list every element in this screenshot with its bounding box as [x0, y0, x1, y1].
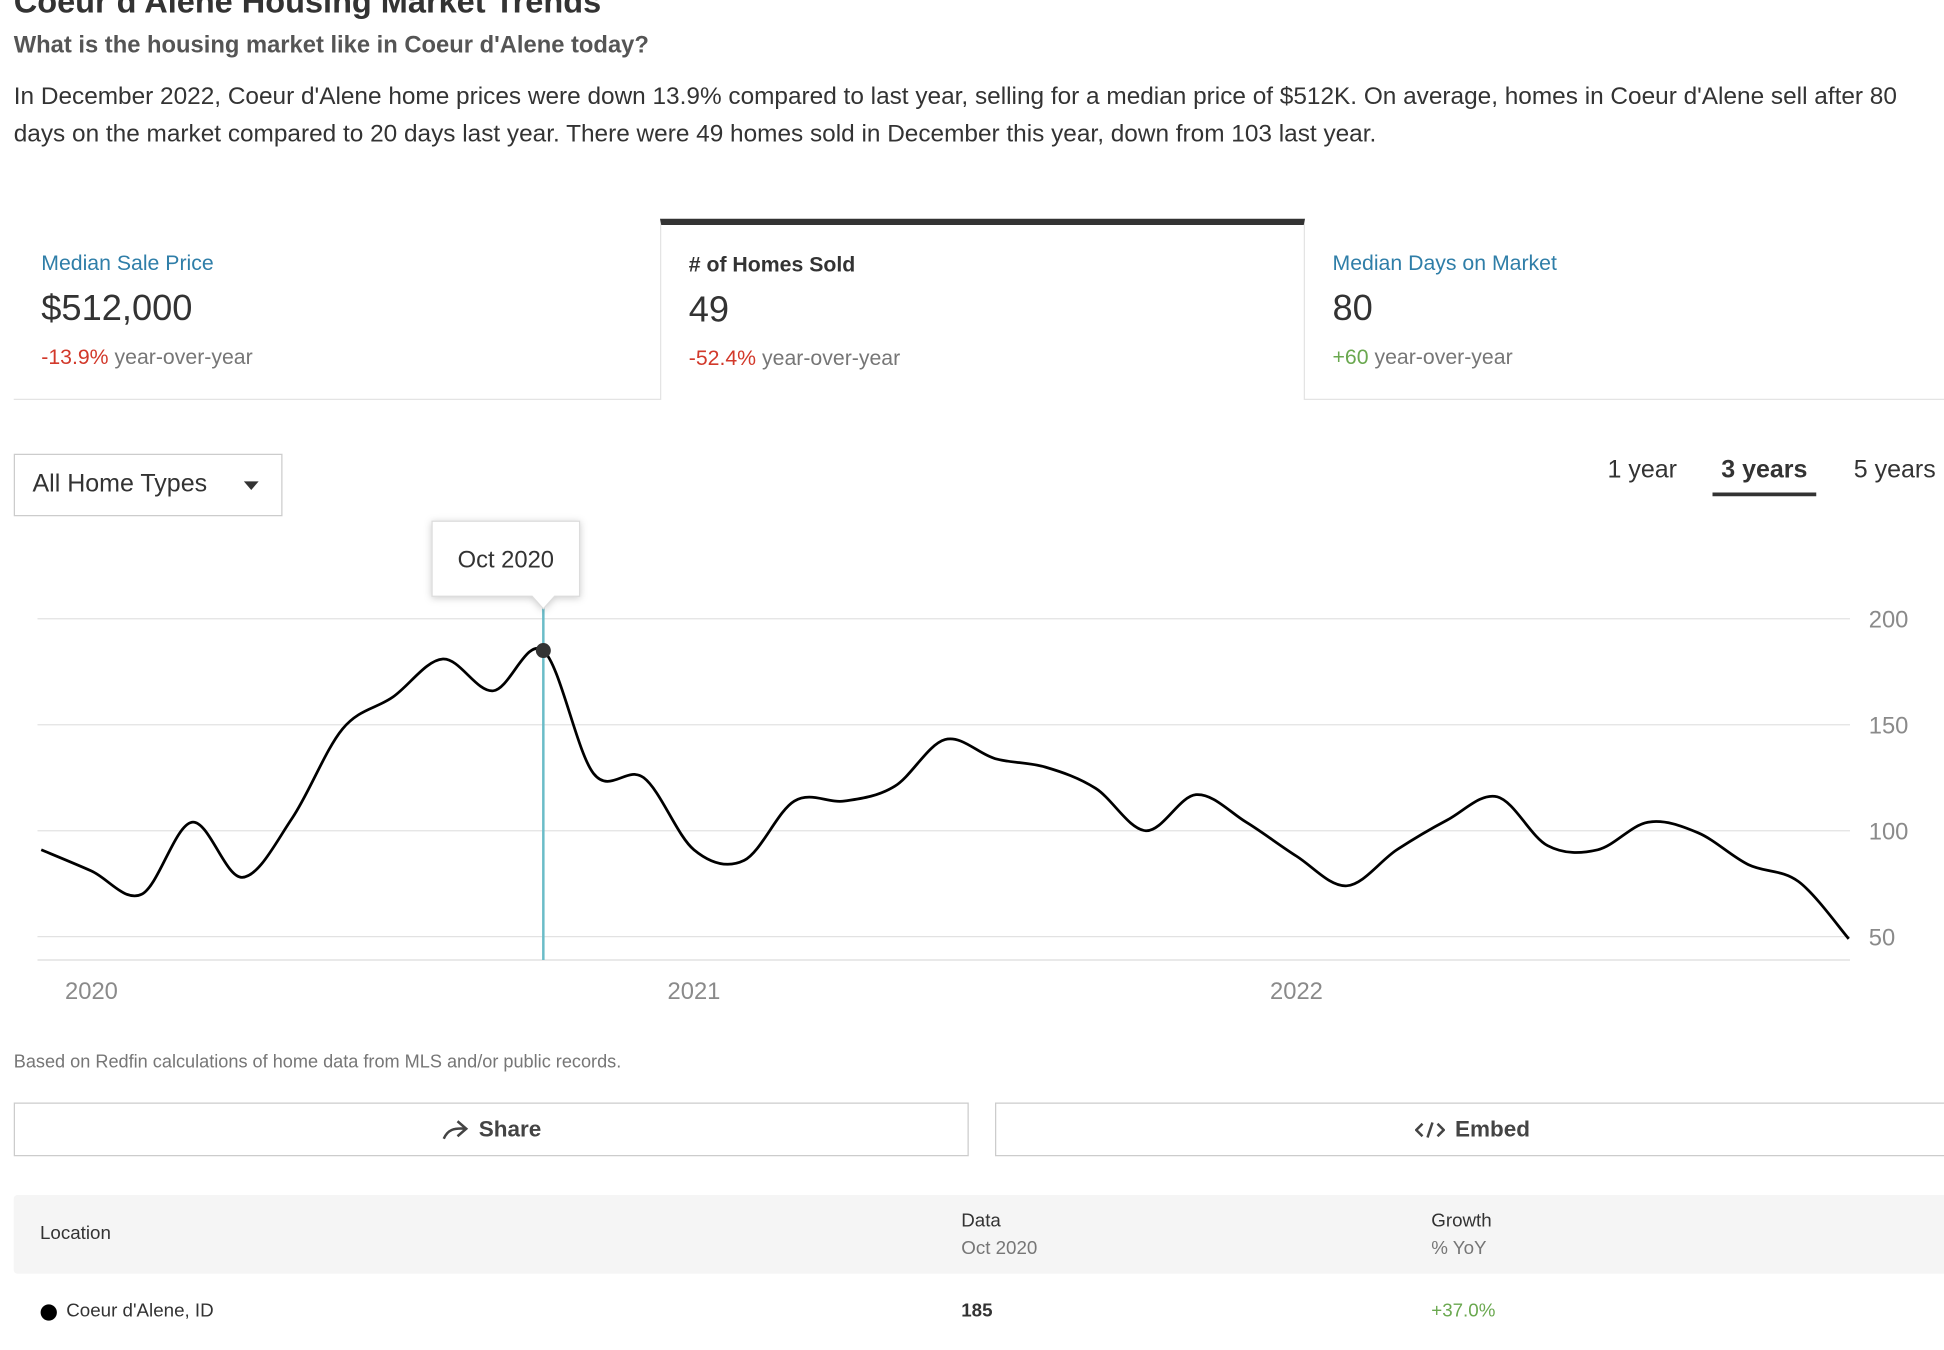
tab-change-note: year-over-year	[762, 346, 901, 370]
x-tick-label: 2022	[1270, 978, 1323, 1005]
metric-tab[interactable]: # of Homes Sold 49 -52.4% year-over-year	[660, 218, 1305, 400]
hover-point	[535, 643, 551, 659]
range-button[interactable]: 1 year	[1607, 456, 1677, 484]
table-cell: +37.0%	[1431, 1300, 1496, 1322]
table-header: Location Data Oct 2020 Growth % YoY	[13, 1195, 1944, 1274]
tab-change: -13.9%	[41, 345, 109, 369]
tab-label: # of Homes Sold	[688, 252, 856, 277]
tab-label: Median Sale Price	[41, 251, 214, 275]
metric-tab[interactable]: Median Sale Price $512,000 -13.9% year-o…	[13, 219, 660, 400]
tab-value: 49	[688, 290, 730, 330]
embed-icon	[1414, 1121, 1445, 1138]
metric-tab[interactable]: Median Days on Market 80 +60 year-over-y…	[1305, 219, 1944, 400]
tab-change: -52.4%	[688, 346, 757, 370]
tab-change-note: year-over-year	[1374, 345, 1513, 369]
tab-change-note: year-over-year	[114, 345, 253, 369]
tooltip-box	[431, 520, 581, 610]
x-tick-label: 2020	[65, 978, 118, 1005]
data-line	[40, 646, 1850, 940]
y-tick-label: 200	[1869, 607, 1909, 634]
chart: 50 100 150 200 2020 2021 2022 Oct 2020	[37, 520, 1909, 1005]
dropdown-label: All Home Types	[32, 470, 208, 498]
tab-value: 80	[1332, 288, 1373, 329]
y-tick-label: 150	[1869, 712, 1909, 739]
column-header: Location	[40, 1222, 111, 1244]
embed-button[interactable]: Embed	[995, 1102, 1944, 1157]
table-cell: Coeur d'Alene, ID	[66, 1300, 214, 1322]
share-button[interactable]: Share	[13, 1102, 969, 1157]
legend-dot	[40, 1304, 57, 1321]
column-subheader: Oct 2020	[961, 1237, 1038, 1259]
range-button[interactable]: 5 years	[1853, 456, 1936, 484]
button-label: Share	[478, 1116, 542, 1142]
table-cell: 185	[961, 1300, 993, 1322]
share-icon	[442, 1119, 469, 1139]
range-button[interactable]: 3 years	[1712, 456, 1817, 497]
column-header: Data	[961, 1210, 1001, 1232]
column-header: Growth	[1431, 1210, 1492, 1232]
y-tick-label: 50	[1869, 924, 1895, 951]
tab-value: $512,000	[41, 288, 193, 329]
dropdown-caret	[243, 481, 259, 490]
x-tick-label: 2021	[668, 978, 721, 1005]
summary: In December 2022, Coeur d'Alene home pri…	[13, 82, 1897, 148]
tooltip-label: Oct 2020	[458, 547, 554, 574]
tab-label: Median Days on Market	[1332, 251, 1557, 275]
tooltip: Oct 2020	[431, 520, 581, 610]
question: What is the housing market like in Coeur…	[13, 32, 649, 59]
button-label: Embed	[1454, 1116, 1530, 1142]
column-subheader: % YoY	[1431, 1237, 1487, 1259]
y-tick-label: 100	[1869, 818, 1909, 845]
heading: Coeur d'Alene Housing Market Trends	[13, 0, 602, 20]
source-note: Based on Redfin calculations of home dat…	[13, 1052, 622, 1073]
tab-change: +60	[1332, 345, 1369, 369]
home-type-dropdown[interactable]: All Home Types	[13, 453, 283, 517]
